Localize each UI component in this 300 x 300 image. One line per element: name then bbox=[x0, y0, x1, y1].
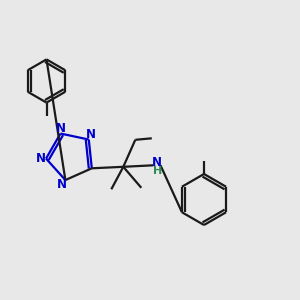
Text: N: N bbox=[56, 122, 65, 135]
Text: H: H bbox=[153, 166, 162, 176]
Text: N: N bbox=[36, 152, 46, 165]
Text: N: N bbox=[152, 156, 162, 170]
Text: N: N bbox=[86, 128, 96, 141]
Text: N: N bbox=[57, 178, 67, 191]
